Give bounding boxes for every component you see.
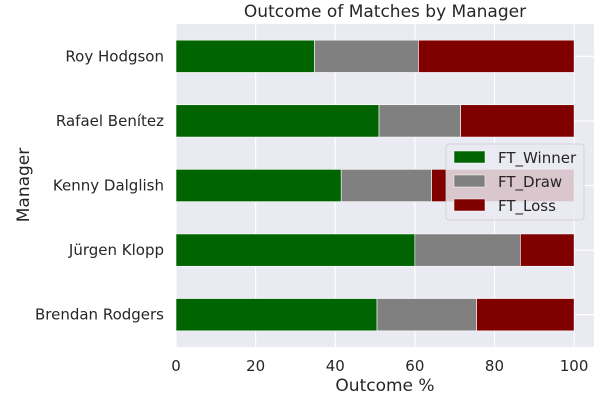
y-tick-labels: Roy Hodgson Rafael Benítez Kenny Dalglish J… (35, 47, 164, 323)
legend: FT_Winner FT_Draw FT_Loss (445, 143, 585, 221)
x-tick-label: 20 (246, 357, 265, 375)
legend-label: FT_Winner (498, 149, 577, 168)
x-tick-label: 40 (326, 357, 345, 375)
x-tick-label: 100 (560, 357, 589, 375)
y-tick-label: Roy Hodgson (65, 47, 164, 65)
legend-label: FT_Loss (498, 197, 556, 216)
bar-ft-winner (175, 104, 380, 138)
x-tick-label: 0 (171, 357, 181, 375)
bar-ft-loss (418, 39, 575, 73)
bar-ft-winner (175, 233, 416, 267)
bar-ft-draw (376, 298, 477, 332)
legend-swatch (453, 198, 486, 212)
y-axis-title: Manager (14, 148, 34, 223)
bar-ft-loss (460, 104, 575, 138)
bar-ft-winner (175, 298, 378, 332)
legend-swatch (453, 150, 486, 164)
bar-ft-draw (340, 169, 432, 202)
y-tick-label: Jürgen Klopp (68, 241, 164, 259)
bar-ft-winner (175, 39, 315, 73)
bar-ft-winner (175, 169, 342, 202)
x-tick-label: 60 (405, 357, 424, 375)
y-tick-label: Rafael Benítez (56, 112, 164, 130)
y-tick-label: Kenny Dalglish (53, 177, 164, 195)
bar-ft-draw (314, 39, 419, 73)
x-tick-label: 80 (485, 357, 504, 375)
legend-swatch (453, 174, 486, 188)
bar-ft-draw (378, 104, 461, 138)
chart-title: Outcome of Matches by Manager (244, 2, 526, 22)
x-axis-title: Outcome % (335, 376, 434, 396)
bar-ft-loss (476, 298, 575, 332)
y-tick-label: Brendan Rodgers (35, 306, 164, 324)
bar-ft-loss (520, 233, 575, 267)
legend-label: FT_Draw (498, 173, 562, 192)
bar-ft-draw (414, 233, 521, 267)
x-tick-labels: 0 20 40 60 80 100 (171, 357, 588, 375)
